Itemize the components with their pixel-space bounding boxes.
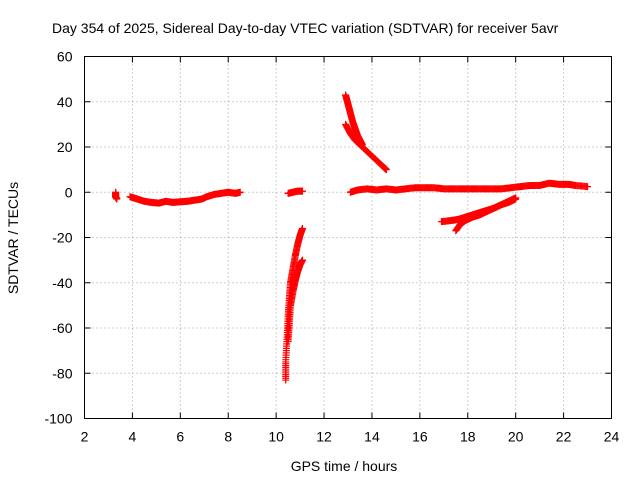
data-point [298, 256, 306, 264]
x-tick-label: 8 [224, 429, 232, 445]
series-short-10.5h [284, 187, 306, 197]
grid [84, 56, 612, 419]
data-point [298, 187, 306, 195]
series-dip-10.6h [284, 256, 306, 346]
x-axis-label: GPS time / hours [291, 458, 398, 474]
x-tick-label: 22 [556, 429, 572, 445]
y-tick-label: 40 [57, 94, 73, 110]
series-isolated-3.3h [112, 188, 121, 203]
x-tick-label: 20 [508, 429, 524, 445]
series-band-13-23h [346, 179, 592, 196]
series-band-4-8.5h [126, 188, 244, 207]
x-tick-label: 18 [460, 429, 476, 445]
x-tick-label: 10 [268, 429, 284, 445]
x-axis: 2 4 6 8 10 12 14 16 18 20 22 24 [81, 56, 620, 445]
data-points [112, 91, 592, 384]
series-upper-tail [342, 120, 390, 174]
x-tick-label: 16 [412, 429, 428, 445]
data-point [382, 166, 390, 174]
data-point [113, 195, 121, 203]
y-axis: -100 -80 -60 -40 -20 0 20 40 60 [44, 49, 612, 427]
x-tick-label: 4 [129, 429, 137, 445]
chart-title: Day 354 of 2025, Sidereal Day-to-day VTE… [52, 20, 559, 36]
data-point [236, 188, 244, 196]
y-tick-label: -40 [52, 275, 72, 291]
x-tick-label: 12 [316, 429, 332, 445]
x-tick-label: 6 [176, 429, 184, 445]
y-tick-label: 20 [57, 139, 73, 155]
y-tick-label: -80 [52, 365, 72, 381]
x-tick-label: 2 [81, 429, 89, 445]
y-axis-label: SDTVAR / TECUs [5, 182, 21, 294]
y-tick-label: -20 [52, 230, 72, 246]
y-tick-label: -60 [52, 320, 72, 336]
x-tick-label: 14 [364, 429, 380, 445]
data-point [512, 194, 520, 202]
data-point [584, 183, 592, 191]
y-tick-label: 60 [57, 49, 73, 65]
y-tick-label: -100 [44, 411, 72, 427]
y-tick-label: 0 [65, 184, 73, 200]
series-descending-lower [452, 194, 520, 235]
x-tick-label: 24 [604, 429, 620, 445]
data-point [298, 224, 306, 232]
